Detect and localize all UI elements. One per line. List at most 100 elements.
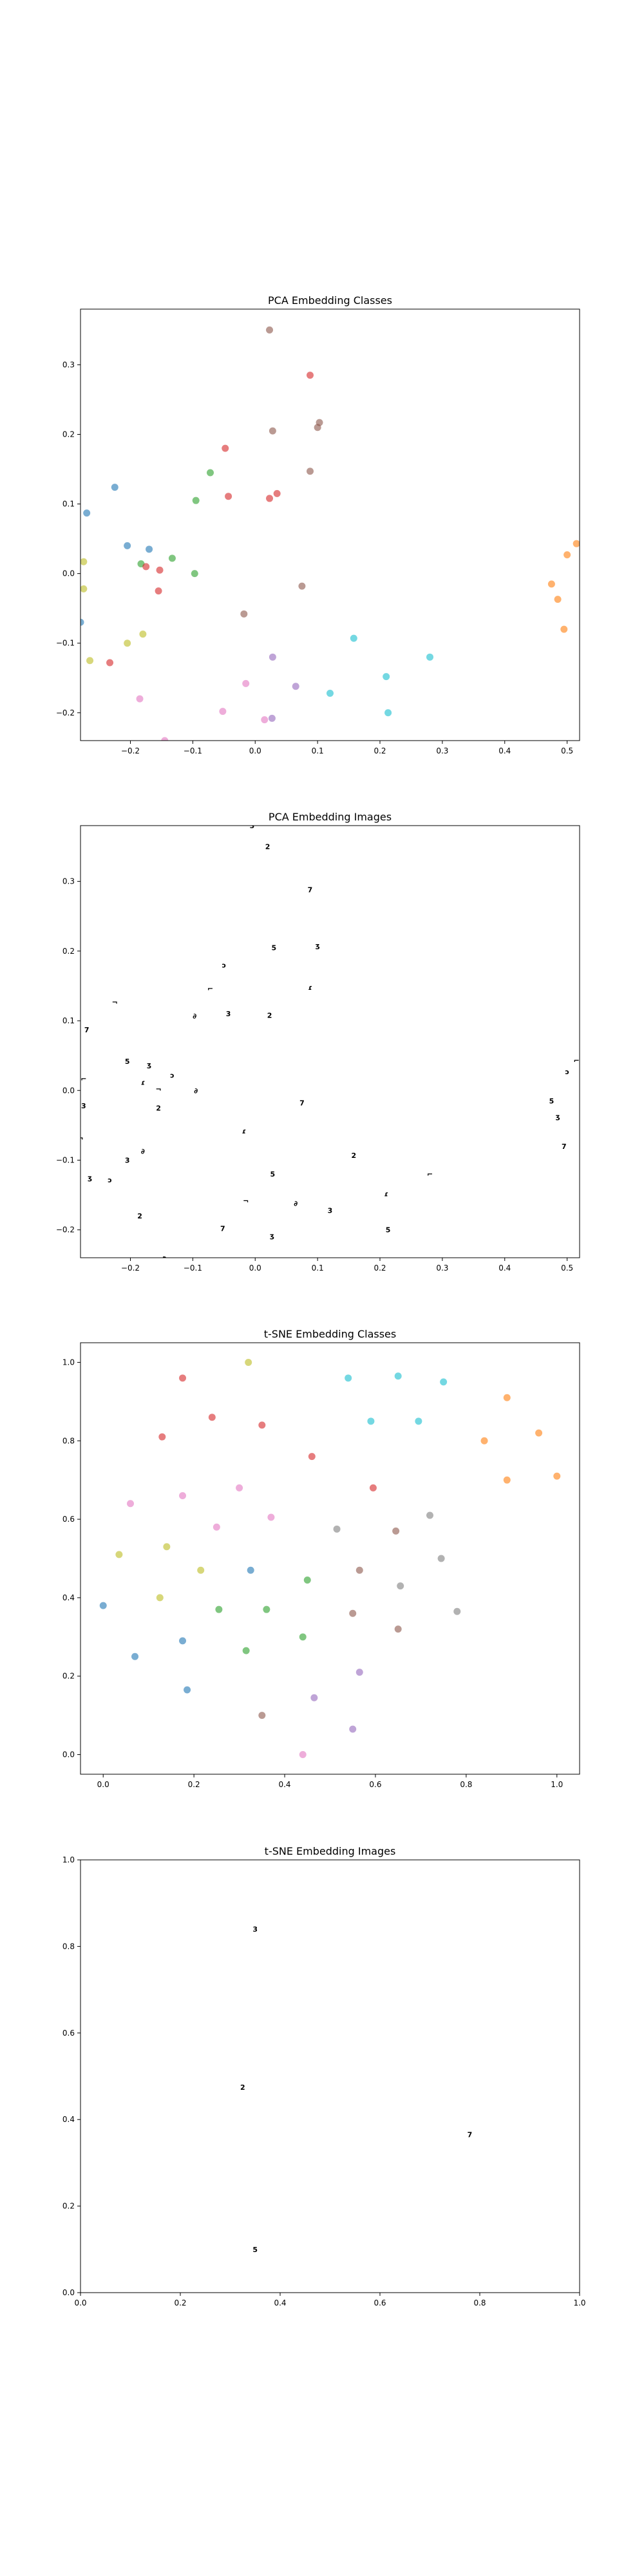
data-point xyxy=(299,1751,307,1759)
data-point xyxy=(236,1484,243,1492)
data-point xyxy=(242,1647,250,1654)
y-tick-label: 0.6 xyxy=(62,1515,75,1524)
data-point xyxy=(80,585,88,592)
data-point xyxy=(247,1566,254,1574)
data-point xyxy=(307,468,314,475)
data-point xyxy=(245,1358,252,1366)
x-tick-label: 1.0 xyxy=(551,1780,563,1789)
data-point xyxy=(299,1633,307,1641)
data-point xyxy=(355,1566,363,1574)
data-point xyxy=(163,1543,171,1551)
data-point xyxy=(242,679,250,687)
image-thumbnail: ¬ xyxy=(155,1085,161,1094)
data-point xyxy=(156,566,164,574)
image-thumbnail: ∂ xyxy=(194,1086,198,1095)
data-point xyxy=(261,716,269,724)
y-tick-label: 0.0 xyxy=(62,569,75,578)
data-point xyxy=(349,1609,357,1617)
data-point xyxy=(535,1429,543,1437)
data-point xyxy=(480,1437,488,1444)
data-point xyxy=(111,484,118,491)
x-tick-label: 0.2 xyxy=(374,1264,386,1273)
data-point xyxy=(146,545,153,553)
data-point xyxy=(99,1602,107,1609)
x-tick-label: 0.2 xyxy=(174,2298,186,2307)
data-point xyxy=(303,1577,311,1584)
points-layer xyxy=(99,1358,561,1759)
image-thumbnail: ↄ xyxy=(170,1071,175,1079)
x-tick-label: 0.0 xyxy=(249,1264,261,1273)
image-thumbnail: ↄ xyxy=(163,1254,167,1262)
image-thumbnail: 5 xyxy=(252,2246,258,2254)
y-tick-label: 1.0 xyxy=(62,1855,75,1864)
y-tick-label: −0.2 xyxy=(56,708,75,717)
image-thumbnail: ↄ xyxy=(108,1176,112,1184)
data-point xyxy=(554,596,562,603)
data-point xyxy=(219,708,227,715)
image-thumbnail: ¬ xyxy=(112,998,118,1007)
image-thumbnail: 7 xyxy=(308,886,313,895)
data-point xyxy=(397,1582,404,1590)
data-point xyxy=(564,551,571,558)
data-point xyxy=(355,1669,363,1676)
data-point xyxy=(394,1372,402,1380)
x-tick-label: 0.0 xyxy=(249,746,261,755)
image-thumbnail: ∂ xyxy=(193,1012,196,1020)
image-thumbnail: 2 xyxy=(156,1104,161,1112)
x-tick-label: 0.8 xyxy=(460,1780,472,1789)
y-tick-label: −0.1 xyxy=(56,639,75,648)
data-point xyxy=(136,695,144,703)
chart-title: t-SNE Embedding Classes xyxy=(264,1328,396,1340)
chart-title: PCA Embedding Classes xyxy=(268,294,392,307)
y-tick-label: 0.2 xyxy=(62,947,75,956)
x-tick-label: 0.8 xyxy=(473,2298,486,2307)
data-point xyxy=(437,1555,445,1562)
data-point xyxy=(131,1653,139,1660)
x-tick-label: −0.2 xyxy=(121,1264,140,1273)
data-point xyxy=(268,714,276,722)
axes-frame xyxy=(80,1342,580,1775)
data-point xyxy=(316,419,323,426)
data-point xyxy=(225,493,232,500)
data-point xyxy=(415,1417,422,1425)
data-point xyxy=(560,625,568,633)
image-thumbnail: ∂ xyxy=(294,1200,298,1208)
data-point xyxy=(208,1414,216,1421)
data-point xyxy=(207,469,214,477)
x-tick-label: 0.2 xyxy=(188,1780,200,1789)
y-tick-label: 0.2 xyxy=(62,2202,75,2211)
data-point xyxy=(86,657,94,665)
data-point xyxy=(307,372,314,379)
axes-frame xyxy=(80,825,580,1258)
image-thumbnail: ɾ xyxy=(242,1127,247,1135)
data-point xyxy=(240,610,248,618)
y-tick-label: 0.3 xyxy=(62,877,75,886)
data-point xyxy=(298,582,306,590)
x-tick-label: 0.4 xyxy=(274,2298,286,2307)
image-thumbnail: ʒ xyxy=(316,942,320,950)
y-tick-label: 0.3 xyxy=(62,360,75,369)
x-tick-label: −0.1 xyxy=(184,1264,202,1273)
image-thumbnail: ʒ xyxy=(147,1061,151,1069)
data-point xyxy=(191,570,198,578)
image-thumbnail: ⌐ xyxy=(207,985,213,993)
data-point xyxy=(350,634,357,642)
image-thumbnail: 3 xyxy=(250,822,255,830)
image-thumbnail: 5 xyxy=(270,1170,276,1179)
chart-title: PCA Embedding Images xyxy=(269,811,392,823)
image-thumbnail: ∂ xyxy=(141,1147,145,1155)
image-thumbnail: ɾ xyxy=(308,983,312,992)
x-tick-label: 0.1 xyxy=(312,1264,324,1273)
data-point xyxy=(127,1500,134,1508)
data-point xyxy=(383,673,390,681)
data-point xyxy=(215,1605,223,1613)
data-point xyxy=(547,580,555,588)
data-point xyxy=(197,1566,205,1574)
data-point xyxy=(384,709,392,717)
chart-4: t-SNE Embedding Images 3 2 7 5 0.0 0.2 0.4 0.6 0.… xyxy=(62,1845,586,2307)
image-thumbnail: ¬ xyxy=(243,1197,249,1205)
image-thumbnail: 7 xyxy=(562,1142,567,1151)
y-tick-label: 0.1 xyxy=(62,500,75,509)
data-point xyxy=(161,737,169,741)
data-point xyxy=(392,1527,400,1535)
